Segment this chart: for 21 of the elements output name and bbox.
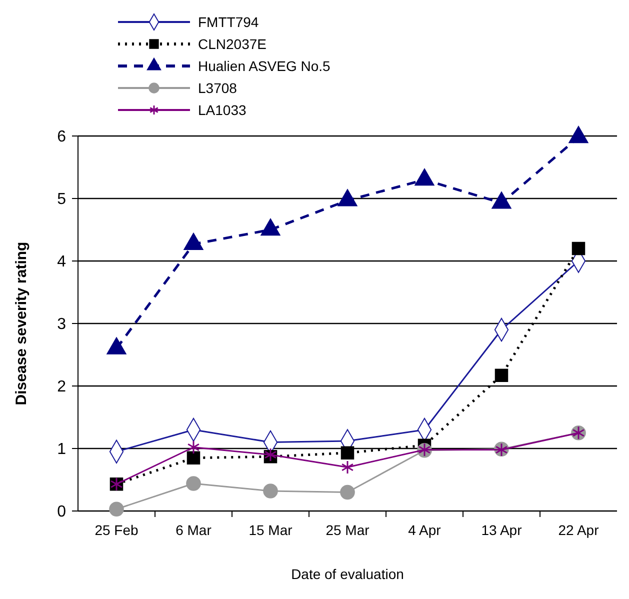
y-tick-label: 1: [57, 441, 66, 458]
y-tick-label: 4: [57, 254, 66, 271]
y-tick-label: 0: [57, 504, 66, 521]
y-tick-label: 3: [57, 316, 66, 334]
x-axis-title: Date of evaluation: [291, 566, 404, 582]
legend-label: LA1033: [198, 102, 246, 118]
legend-label: FMTT794: [198, 14, 259, 30]
legend-label: Hualien ASVEG No.5: [198, 58, 331, 74]
x-tick-label: 25 Mar: [326, 522, 370, 538]
y-tick-label: 6: [57, 128, 66, 146]
legend-label: L3708: [198, 80, 238, 96]
y-tick-label: 2: [57, 378, 66, 396]
x-tick-label: 13 Apr: [481, 522, 522, 538]
x-tick-label: 15 Mar: [248, 522, 293, 538]
x-tick-label: 4 Apr: [408, 522, 442, 538]
y-axis-title: Disease severity rating: [13, 242, 30, 406]
x-tick-label: 6 Mar: [176, 522, 212, 538]
y-tick-label: 5: [57, 191, 66, 208]
x-tick-label: 22 Apr: [558, 522, 600, 538]
legend-label: CLN2037E: [198, 36, 266, 52]
x-tick-label: 25 Feb: [94, 522, 139, 538]
